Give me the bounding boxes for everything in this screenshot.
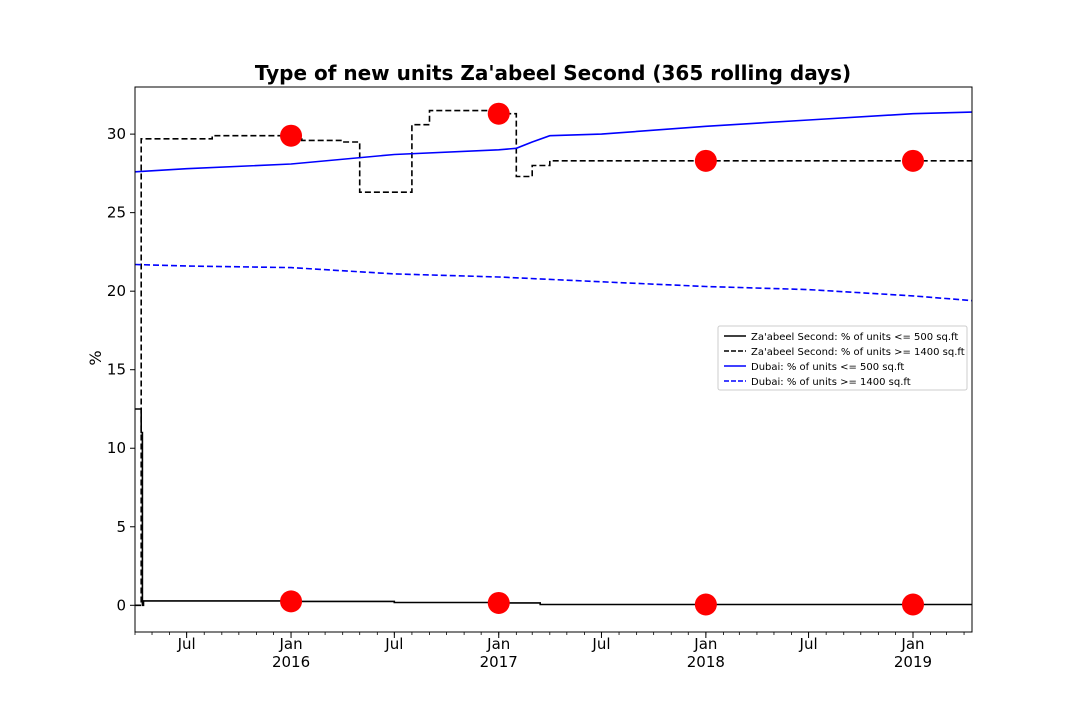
x-tick-label: Jul <box>384 635 403 653</box>
series-line-1 <box>135 408 972 607</box>
y-tick-label: 10 <box>107 439 126 457</box>
x-tick-year-label: 2018 <box>687 653 725 671</box>
red-marker-8 <box>901 593 924 616</box>
plot-frame <box>134 86 973 633</box>
red-marker-2 <box>487 102 510 125</box>
y-tick-label: 20 <box>107 282 126 300</box>
legend-label-3: Dubai: % of units <= 500 sq.ft <box>751 362 904 373</box>
series-line-4 <box>135 263 972 302</box>
series-line-2 <box>135 109 972 607</box>
x-tick-label: Jul <box>591 635 610 653</box>
y-axis-label: % <box>86 350 105 365</box>
legend-box <box>717 325 968 391</box>
x-tick-label: Jul <box>177 635 196 653</box>
x-tick-label: Jan <box>693 635 717 653</box>
y-tick-label: 5 <box>116 518 126 536</box>
x-tick-label: Jan <box>900 635 924 653</box>
red-marker-1 <box>280 124 303 147</box>
x-tick-year-label: 2016 <box>272 653 310 671</box>
red-marker-4 <box>901 149 924 172</box>
red-marker-5 <box>280 590 303 613</box>
x-tick-year-label: 2019 <box>894 653 932 671</box>
red-marker-6 <box>487 591 510 614</box>
plot-content <box>135 102 972 616</box>
red-marker-7 <box>694 593 717 616</box>
y-tick-label: 25 <box>107 204 126 222</box>
chart-title: Type of new units Za'abeel Second (365 r… <box>255 61 851 85</box>
x-tick-label: Jan <box>278 635 302 653</box>
x-tick-label: Jan <box>486 635 510 653</box>
legend-label-4: Dubai: % of units >= 1400 sq.ft <box>751 377 911 388</box>
series-line-3 <box>135 111 972 173</box>
legend-label-2: Za'abeel Second: % of units >= 1400 sq.f… <box>751 347 965 358</box>
legend-label-1: Za'abeel Second: % of units <= 500 sq.ft <box>751 332 958 343</box>
x-tick-year-label: 2017 <box>480 653 518 671</box>
y-tick-label: 30 <box>107 125 126 143</box>
x-tick-label: Jul <box>799 635 818 653</box>
y-tick-label: 15 <box>107 361 126 379</box>
legend: Za'abeel Second: % of units <= 500 sq.ft… <box>717 325 968 391</box>
red-marker-3 <box>694 149 717 172</box>
y-tick-label: 0 <box>116 596 126 614</box>
